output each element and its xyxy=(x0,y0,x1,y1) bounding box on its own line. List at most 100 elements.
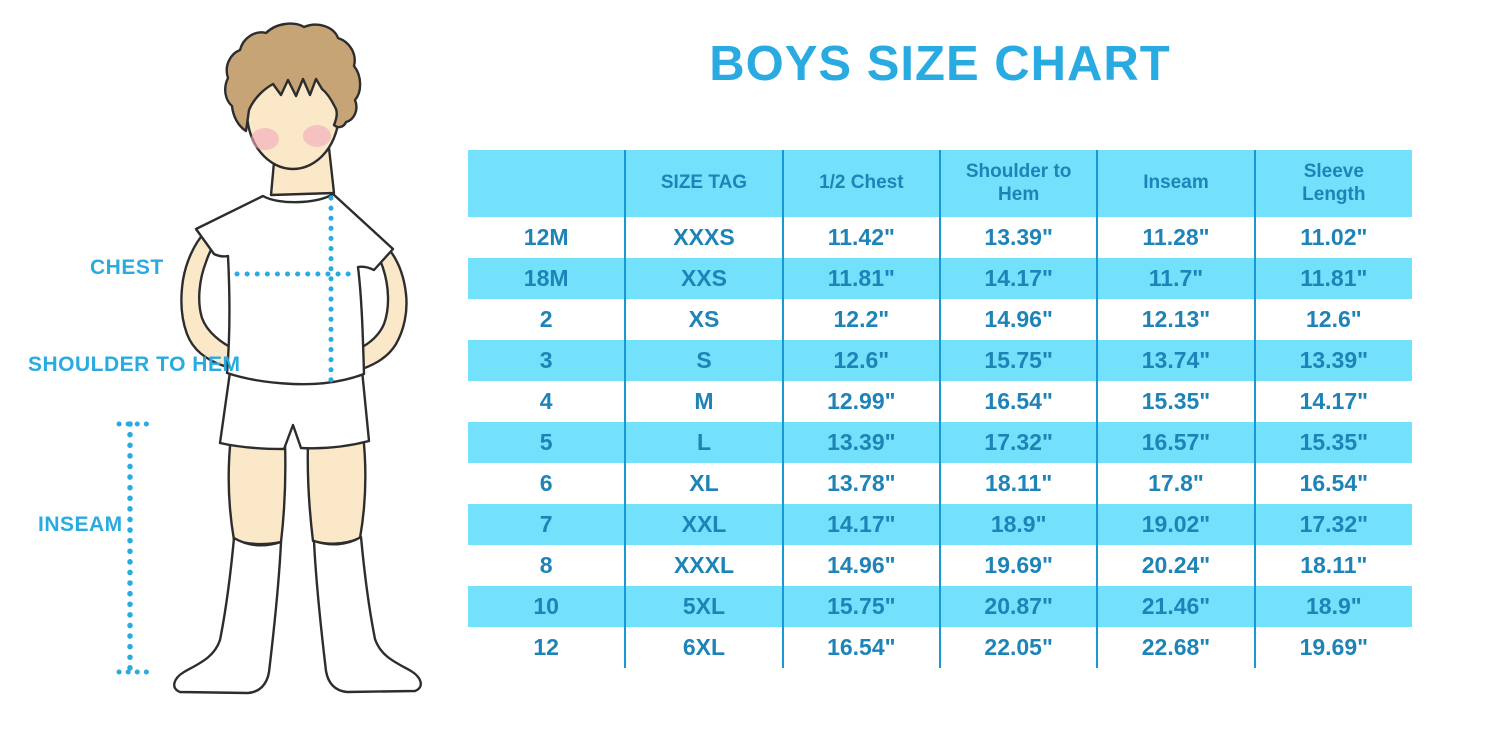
measurement-cell: 14.17" xyxy=(1253,381,1412,422)
right-cheek xyxy=(303,125,331,147)
table-row: 12 6XL 16.54" 22.05" 22.68" 19.69" xyxy=(468,627,1412,668)
size-cell: 5 xyxy=(468,422,626,463)
left-leg xyxy=(227,434,287,546)
measurement-cell: 18.9" xyxy=(1253,586,1412,627)
measurement-cell: 11.02" xyxy=(1253,217,1412,258)
measurement-cell: 15.35" xyxy=(1253,422,1412,463)
boys-size-table: SIZE TAG 1/2 Chest Shoulder to Hem Inseam Sl… xyxy=(468,150,1412,668)
measurement-cell: 14.96" xyxy=(938,299,1098,340)
measurement-cell: 14.17" xyxy=(781,504,940,545)
left-sock xyxy=(173,536,283,695)
left-cheek xyxy=(251,128,279,150)
col-header-sleeve-length: Sleeve Length xyxy=(1253,150,1412,217)
size-cell: 12 xyxy=(468,627,626,668)
col-header-shoulder-to-hem: Shoulder to Hem xyxy=(938,150,1098,217)
measurement-cell: 16.54" xyxy=(781,627,940,668)
table-row: 5 L 13.39" 17.32" 16.57" 15.35" xyxy=(468,422,1412,463)
table-row: 8 XXXL 14.96" 19.69" 20.24" 18.11" xyxy=(468,545,1412,586)
size-table-header: SIZE TAG 1/2 Chest Shoulder to Hem Inseam Sl… xyxy=(468,150,1412,217)
table-row: 18M XXS 11.81" 14.17" 11.7" 11.81" xyxy=(468,258,1412,299)
measurement-cell: 20.24" xyxy=(1096,545,1255,586)
measurement-cell: 11.81" xyxy=(1253,258,1412,299)
size-cell: 6 xyxy=(468,463,626,504)
t-shirt xyxy=(194,192,395,386)
measurement-cell: 13.74" xyxy=(1096,340,1255,381)
table-row: 2 XS 12.2" 14.96" 12.13" 12.6" xyxy=(468,299,1412,340)
size-cell: 10 xyxy=(468,586,626,627)
size-cell: 8 xyxy=(468,545,626,586)
size-cell: 12M xyxy=(468,217,626,258)
size-tag-cell: XXXL xyxy=(624,545,783,586)
measurement-cell: 16.57" xyxy=(1096,422,1255,463)
table-row: 6 XL 13.78" 18.11" 17.8" 16.54" xyxy=(468,463,1412,504)
table-row: 10 5XL 15.75" 20.87" 21.46" 18.9" xyxy=(468,586,1412,627)
measurement-cell: 13.39" xyxy=(781,422,940,463)
page-title: BOYS SIZE CHART xyxy=(709,37,1171,91)
measurement-cell: 14.17" xyxy=(938,258,1098,299)
size-tag-cell: 5XL xyxy=(624,586,783,627)
measurement-cell: 15.35" xyxy=(1096,381,1255,422)
measurement-cell: 11.7" xyxy=(1096,258,1255,299)
measurement-cell: 16.54" xyxy=(1253,463,1412,504)
size-cell: 3 xyxy=(468,340,626,381)
measurement-cell: 22.05" xyxy=(938,627,1098,668)
size-cell: 7 xyxy=(468,504,626,545)
size-tag-cell: XXXS xyxy=(624,217,783,258)
right-sock xyxy=(312,535,422,694)
measurement-cell: 15.75" xyxy=(781,586,940,627)
measurement-cell: 15.75" xyxy=(938,340,1098,381)
col-header-1-2-chest: 1/2 Chest xyxy=(781,150,940,217)
measurement-cell: 11.28" xyxy=(1096,217,1255,258)
size-table-body: 12M XXXS 11.42" 13.39" 11.28" 11.02" 18M XXS 11.… xyxy=(468,217,1412,668)
measurement-cell: 22.68" xyxy=(1096,627,1255,668)
measurement-cell: 17.32" xyxy=(938,422,1098,463)
measurement-cell: 21.46" xyxy=(1096,586,1255,627)
measurement-cell: 19.69" xyxy=(1253,627,1412,668)
measurement-cell: 12.6" xyxy=(1253,299,1412,340)
table-row: 4 M 12.99" 16.54" 15.35" 14.17" xyxy=(468,381,1412,422)
measurement-cell: 18.11" xyxy=(1253,545,1412,586)
boy-measurement-figure: CHEST SHOULDER TO HEM INSEAM xyxy=(0,0,460,750)
measurement-cell: 17.32" xyxy=(1253,504,1412,545)
size-tag-cell: XXS xyxy=(624,258,783,299)
measurement-cell: 14.96" xyxy=(781,545,940,586)
measurement-cell: 13.39" xyxy=(1253,340,1412,381)
chest-label: CHEST xyxy=(90,256,164,279)
hair xyxy=(224,22,362,133)
measurement-cell: 16.54" xyxy=(938,381,1098,422)
measurement-cell: 12.99" xyxy=(781,381,940,422)
shoulder-to-hem-label: SHOULDER TO HEM xyxy=(28,353,241,376)
header-row: SIZE TAG 1/2 Chest Shoulder to Hem Inseam Sl… xyxy=(468,150,1412,217)
size-tag-cell: XL xyxy=(624,463,783,504)
measurement-cell: 18.11" xyxy=(938,463,1098,504)
col-header-size-tag: SIZE TAG xyxy=(624,150,783,217)
size-cell: 2 xyxy=(468,299,626,340)
measurement-cell: 11.81" xyxy=(781,258,940,299)
measurement-cell: 12.2" xyxy=(781,299,940,340)
size-tag-cell: XS xyxy=(624,299,783,340)
measurement-cell: 18.9" xyxy=(938,504,1098,545)
size-cell: 4 xyxy=(468,381,626,422)
col-header-size xyxy=(468,150,626,217)
right-leg xyxy=(306,432,367,545)
size-tag-cell: L xyxy=(624,422,783,463)
size-tag-cell: S xyxy=(624,340,783,381)
measurement-cell: 12.6" xyxy=(781,340,940,381)
size-tag-cell: 6XL xyxy=(624,627,783,668)
measurement-cell: 13.39" xyxy=(938,217,1098,258)
size-tag-cell: XXL xyxy=(624,504,783,545)
size-tag-cell: M xyxy=(624,381,783,422)
boy-illustration xyxy=(116,22,422,695)
measurement-cell: 19.02" xyxy=(1096,504,1255,545)
table-row: 7 XXL 14.17" 18.9" 19.02" 17.32" xyxy=(468,504,1412,545)
inseam-label: INSEAM xyxy=(38,513,123,536)
measurement-cell: 12.13" xyxy=(1096,299,1255,340)
measurement-cell: 13.78" xyxy=(781,463,940,504)
measurement-cell: 11.42" xyxy=(781,217,940,258)
table-row: 3 S 12.6" 15.75" 13.74" 13.39" xyxy=(468,340,1412,381)
measurement-cell: 17.8" xyxy=(1096,463,1255,504)
table-row: 12M XXXS 11.42" 13.39" 11.28" 11.02" xyxy=(468,217,1412,258)
size-cell: 18M xyxy=(468,258,626,299)
measurement-cell: 19.69" xyxy=(938,545,1098,586)
col-header-inseam: Inseam xyxy=(1096,150,1255,217)
